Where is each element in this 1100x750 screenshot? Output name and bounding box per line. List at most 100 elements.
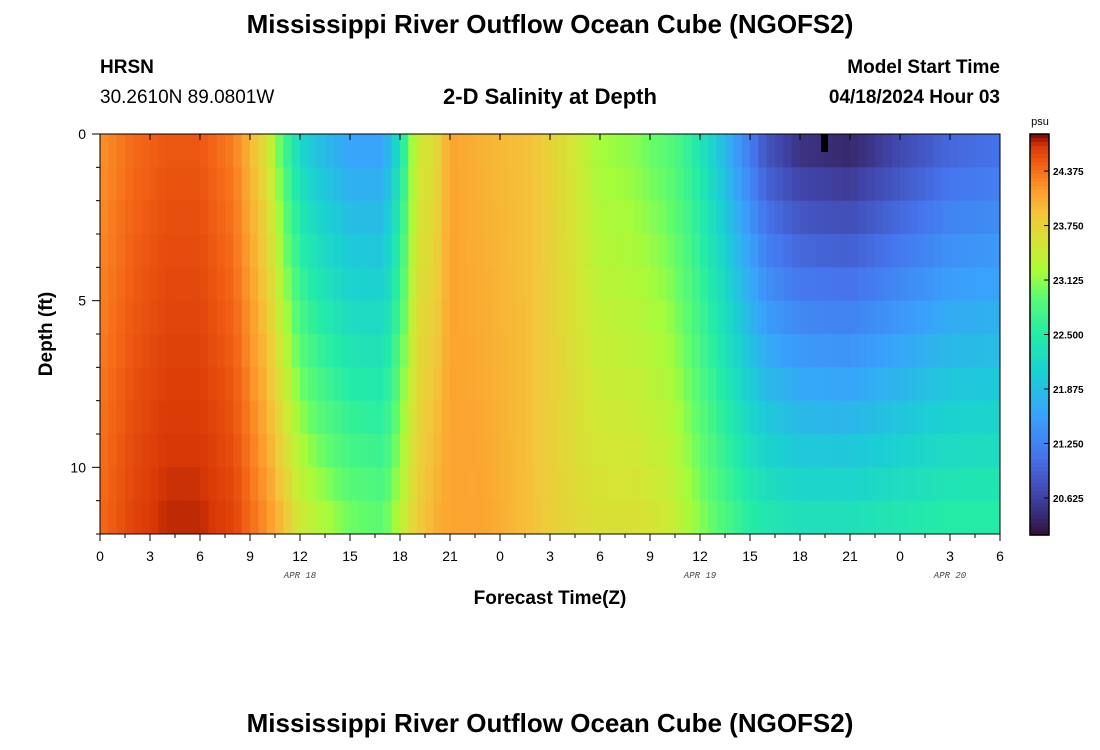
heatmap-cell [233, 467, 243, 502]
heatmap-cell [258, 400, 268, 435]
heatmap-cell [200, 500, 209, 534]
heatmap-cell [916, 367, 926, 402]
heatmap-cell [450, 500, 459, 534]
heatmap-cell [550, 167, 559, 202]
y-axis-label: Depth (ft) [36, 292, 57, 376]
heatmap-cell [808, 400, 818, 435]
heatmap-cell [841, 367, 851, 402]
colorbar-tick-label: 21.875 [1053, 385, 1084, 396]
heatmap-cell [491, 367, 501, 402]
heatmap-cell [783, 367, 793, 402]
heatmap-cell [116, 334, 126, 368]
heatmap-cell [466, 400, 476, 435]
heatmap-cell [483, 134, 493, 168]
heatmap-cell [650, 434, 659, 468]
heatmap-cell [250, 200, 259, 235]
heatmap-cell [133, 167, 143, 202]
heatmap-cell [700, 200, 709, 235]
heatmap-cell [908, 467, 918, 502]
heatmap-cell [233, 234, 243, 268]
heatmap-cell [583, 267, 593, 302]
heatmap-cell [800, 467, 809, 502]
heatmap-cell [358, 367, 368, 402]
heatmap-cell [791, 467, 801, 502]
colorbar-band [1030, 258, 1049, 263]
heatmap-cell [608, 334, 618, 368]
colorbar-band [1030, 370, 1049, 376]
heatmap-cell [150, 367, 159, 402]
heatmap-cell [258, 334, 268, 368]
heatmap-cell [358, 267, 368, 302]
heatmap-cell [658, 434, 668, 468]
heatmap-cell [691, 500, 701, 534]
heatmap-cell [133, 500, 143, 534]
heatmap-cell [366, 200, 376, 235]
heatmap-cell [533, 167, 543, 202]
colorbar-band [1030, 438, 1049, 444]
heatmap-cell [200, 367, 209, 402]
heatmap-cell [633, 300, 643, 335]
heatmap-cell [483, 200, 493, 235]
heatmap-cell [875, 500, 884, 534]
heatmap-cell [933, 267, 943, 302]
heatmap-cell [775, 200, 784, 235]
heatmap-cell [633, 400, 643, 435]
heatmap-cell [691, 200, 701, 235]
heatmap-cell [933, 234, 943, 268]
colorbar-band [1030, 134, 1049, 139]
heatmap-cell [166, 500, 176, 534]
colorbar-band [1030, 310, 1049, 316]
heatmap-cell [516, 334, 526, 368]
heatmap-cell [991, 200, 1000, 235]
heatmap-cell [775, 367, 784, 402]
heatmap-cell [533, 467, 543, 502]
heatmap-cell [458, 134, 468, 168]
heatmap-cell [725, 167, 734, 202]
colorbar-band [1030, 322, 1049, 328]
heatmap-cell [966, 467, 976, 502]
heatmap-cell [583, 467, 593, 502]
colorbar-band [1030, 242, 1049, 247]
heatmap-cell [958, 467, 968, 502]
heatmap-cell [541, 400, 551, 435]
heatmap-cell [641, 167, 651, 202]
heatmap-cell [866, 134, 876, 168]
heatmap-cell [658, 467, 668, 502]
heatmap-cell [475, 200, 484, 235]
heatmap-cell [783, 400, 793, 435]
heatmap-cell [725, 500, 734, 534]
heatmap-cell [466, 234, 476, 268]
x-tick-label: 12 [292, 548, 308, 564]
heatmap-cell [750, 400, 759, 435]
colorbar-band [1030, 482, 1049, 488]
heatmap-cell [508, 400, 518, 435]
heatmap-cell [508, 134, 518, 168]
heatmap-cell [666, 200, 676, 235]
heatmap-cell [500, 367, 509, 402]
heatmap-cell [891, 500, 901, 534]
heatmap-cell [341, 400, 351, 435]
heatmap-cell [108, 400, 118, 435]
heatmap-cell [716, 400, 726, 435]
heatmap-cell [191, 200, 201, 235]
heatmap-cell [425, 134, 434, 168]
colorbar-band [1030, 154, 1049, 159]
colorbar-band [1030, 170, 1049, 175]
heatmap-cell [358, 200, 368, 235]
heatmap-cell [500, 234, 509, 268]
heatmap-cell [450, 300, 459, 335]
heatmap-cell [758, 300, 768, 335]
heatmap-cell [875, 267, 884, 302]
heatmap-cell [750, 134, 759, 168]
heatmap-cell [391, 400, 401, 435]
heatmap-cell [875, 300, 884, 335]
heatmap-cell [441, 267, 451, 302]
heatmap-cell [833, 134, 843, 168]
heatmap-cell [425, 467, 434, 502]
heatmap-cell [483, 500, 493, 534]
heatmap-cell [416, 400, 426, 435]
heatmap-cell [675, 234, 684, 268]
heatmap-cell [958, 500, 968, 534]
heatmap-cell [266, 500, 276, 534]
heatmap-cell [516, 400, 526, 435]
